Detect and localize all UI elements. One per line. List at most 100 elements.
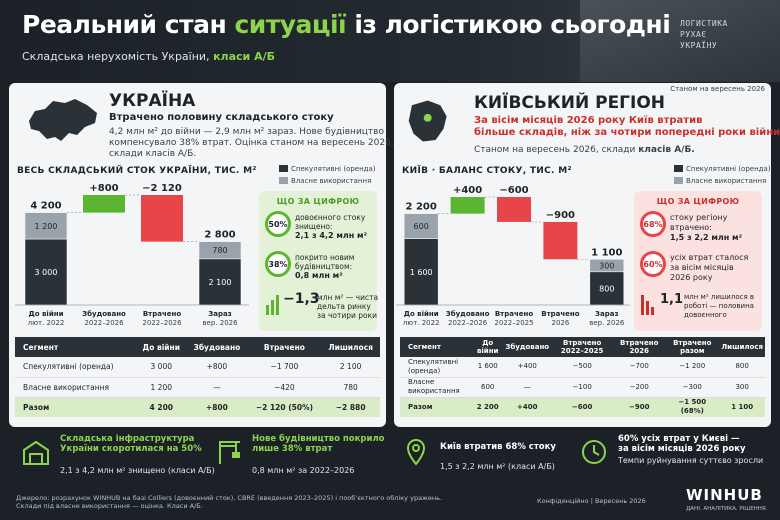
headline-line: більше складів, ніж за чотири попередні …	[474, 127, 780, 138]
fact-label: млн м² — чиста дельта ринку за чотири ро…	[317, 293, 379, 320]
ukraine-map-icon	[29, 99, 97, 141]
fact-label: усіх втрат сталося за вісім місяців 2026…	[670, 253, 749, 282]
table-cell: +400	[503, 357, 552, 378]
footer-sub: 2,1 з 4,2 млн м² знищено (класи А/Б)	[60, 466, 215, 475]
col-header: Втрачено	[247, 337, 322, 357]
kyiv-panel: Станом на вересень 2026 КИЇВСЬКИЙ РЕГІОН…	[394, 83, 780, 427]
table-row: Власне використання 600 — −100 −200 −300…	[400, 377, 765, 398]
x-tick-label: До війни	[29, 310, 64, 318]
bar-value-label: 4 200	[30, 201, 61, 212]
table-row: Спекулятивні (оренда) 3 000 +800 −1 700 …	[15, 357, 380, 378]
fact-label: млн м² лишилося в роботі — половина дово…	[684, 293, 755, 319]
bar-decrease	[543, 221, 578, 260]
fact-text: стоку регіону втрачено: 1,5 з 2,2 млн м²	[670, 213, 752, 243]
table-cell: Власне використання	[15, 377, 137, 398]
header-banner: ЛОГИСТИКА РУХАЄ УКРАЇНУ Реальний стан си…	[0, 0, 780, 82]
footer-line: Складська інфраструктура	[60, 434, 195, 444]
fact-bold: 1,5 з 2,2 млн м²	[670, 233, 743, 242]
kyiv-data-table: Сегмент До війни Збудовано Втрачено 2022…	[400, 337, 765, 417]
panel-description: 4,2 млн м² до війни — 2,9 млн м² зараз. …	[109, 127, 394, 160]
col-header: Сегмент	[400, 337, 472, 357]
desc-part: Станом на вересень 2026, склади	[474, 145, 639, 155]
ukraine-data-table: Сегмент До війни Збудовано Втрачено Лиши…	[15, 337, 380, 417]
legend-item: Власне використання	[674, 177, 766, 185]
percent-ring-icon: 50%	[265, 211, 291, 237]
title-part: Реальний стан	[22, 10, 235, 39]
x-tick-sublabel: 2022–2026	[84, 319, 124, 327]
kyiv-region-map-icon	[408, 100, 447, 142]
footer-bold: Нове будівництво покрило лише 38% втрат	[252, 434, 385, 454]
legend-swatch	[674, 165, 683, 172]
bar-value-label: −900	[546, 210, 575, 221]
bar-segment-label: 300	[599, 262, 614, 271]
bar-segment-label: 1 600	[410, 268, 433, 277]
legend-item: Спекулятивні (оренда)	[279, 165, 376, 173]
bar-segment-label: 1 200	[35, 222, 58, 231]
page-title: Реальний стан ситуації із логістикою сьо…	[22, 10, 671, 39]
col-header: Сегмент	[15, 337, 137, 357]
table-cell: 800	[719, 357, 765, 378]
fact-label: стоку регіону втрачено:	[670, 213, 728, 232]
table-cell: 1 100	[719, 397, 765, 417]
table-cell: Спекулятивні (оренда)	[15, 357, 137, 378]
headline-line: За вісім місяців 2026 року Київ втратив	[474, 115, 703, 126]
legend-swatch	[279, 165, 288, 172]
panel-headline: За вісім місяців 2026 року Київ втратив …	[474, 115, 780, 139]
legend-label: Власне використання	[291, 177, 372, 185]
table-cell: +800	[186, 397, 248, 417]
bar-increase	[83, 195, 125, 213]
footer-line: лише 38% втрат	[252, 444, 333, 454]
ukraine-panel: УКРАЇНА Втрачено половину складського ст…	[9, 83, 394, 427]
bar-value-label: 2 200	[406, 202, 437, 213]
footer-line: 60% усіх втрат у Києві —	[618, 434, 740, 444]
bar-decrease	[141, 195, 183, 242]
table-cell: 3 000	[136, 357, 187, 378]
col-header: Втрачено разом	[665, 337, 720, 357]
sign-line: ЛОГИСТИКА	[680, 19, 728, 28]
table-cell: −1 200	[665, 357, 720, 378]
table-cell: 1 600	[472, 357, 504, 378]
footer-bold: Складська інфраструктура України скоротил…	[60, 434, 202, 454]
table-row: Спекулятивні (оренда) 1 600 +400 −500 −7…	[400, 357, 765, 378]
table-cell: Власне використання	[400, 377, 472, 398]
bar-decline-icon	[641, 295, 654, 315]
footer-sub: 1,5 з 2,2 млн м² (класи А/Б)	[440, 462, 555, 471]
legend-item: Власне використання	[279, 177, 371, 185]
x-tick-label: До війни	[404, 310, 439, 318]
col-header: Лишилося	[719, 337, 765, 357]
table-cell: —	[503, 377, 552, 398]
chart-title: ВЕСЬ СКЛАДСЬКИЙ СТОК УКРАЇНИ, ТИС. М²	[17, 166, 257, 176]
legend-item: Спекулятивні (оренда)	[674, 165, 771, 173]
table-cell: −500	[551, 357, 614, 378]
table-cell: −600	[551, 397, 614, 417]
table-total-row: Разом 4 200 +800 −2 120 (50%) −2 880	[15, 397, 380, 417]
warehouse-sign: ЛОГИСТИКА РУХАЄ УКРАЇНУ	[680, 18, 728, 51]
bar-increase	[450, 197, 485, 214]
footer-line: за вісім місяців 2026 року	[618, 444, 746, 454]
col-header: Лишилося	[321, 337, 380, 357]
chart-title: КИЇВ · БАЛАНС СТОКУ, ТИС. М²	[402, 166, 572, 176]
fact-big-number: 1,1	[660, 292, 684, 307]
x-tick-sublabel: вер. 2026	[202, 319, 238, 327]
col-header: До війни	[472, 337, 504, 357]
bar-segment	[24, 212, 68, 240]
desc-line: склади класів А/Б.	[109, 149, 197, 159]
footer-stat: Нове будівництво покрило лише 38% втрат 0…	[214, 432, 394, 484]
brand-tagline: ДАНІ. АНАЛІТИКА. РІШЕННЯ.	[686, 506, 768, 512]
legend-swatch	[279, 177, 288, 184]
x-tick-sublabel: лют. 2022	[28, 319, 65, 327]
date-stamp: Станом на вересень 2026	[670, 85, 765, 93]
bar-value-label: −600	[499, 185, 528, 196]
bar-value-label: 1 100	[591, 247, 622, 258]
bar-segment	[403, 213, 439, 239]
x-tick-label: Збудовано	[82, 310, 126, 318]
bar-segment	[589, 271, 625, 306]
title-part: із логістикою сьогодні	[346, 10, 671, 39]
percent-ring-icon: 68%	[640, 211, 666, 237]
x-tick-label: Втрачено	[143, 310, 182, 318]
footer-stat: 60% усіх втрат у Києві — за вісім місяців…	[580, 432, 775, 484]
table-cell: +400	[503, 397, 552, 417]
bar-segment-label: 3 000	[35, 268, 58, 277]
source-note: Джерело: розрахунок WINHUB на базі Colli…	[16, 494, 442, 510]
table-cell: 780	[321, 377, 380, 398]
